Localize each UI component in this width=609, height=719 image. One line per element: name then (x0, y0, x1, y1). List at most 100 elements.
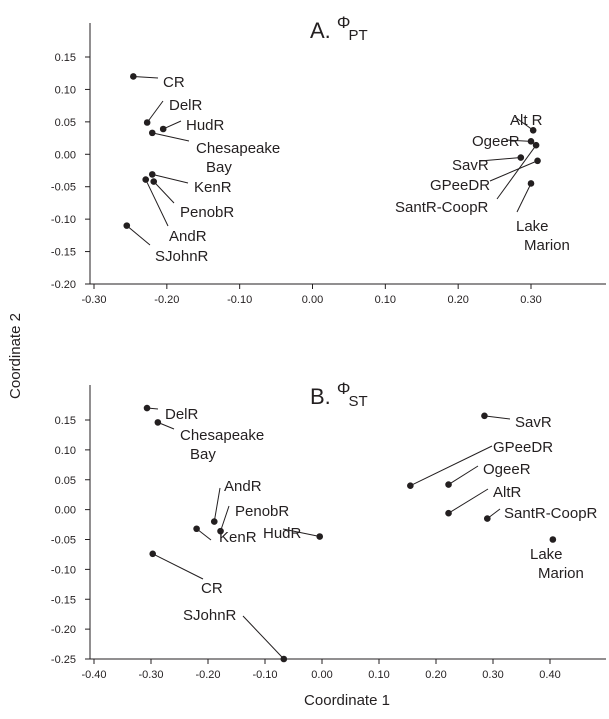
x-tick-label: 0.00 (302, 294, 323, 306)
leader-line (496, 144, 537, 200)
y-tick-label: -0.20 (51, 279, 76, 291)
y-tick-label: 0.15 (55, 52, 76, 64)
leader-line (145, 179, 169, 227)
y-tick-label: -0.15 (51, 247, 76, 259)
point-label: OgeeR (472, 133, 520, 150)
x-tick-label: 0.10 (368, 669, 389, 681)
leader-line (242, 615, 285, 660)
leader-line (152, 553, 204, 580)
leader-line (133, 75, 159, 79)
x-tick-label: 0.10 (375, 294, 396, 306)
y-tick-label: -0.15 (51, 594, 76, 606)
data-point (148, 171, 156, 178)
data-point (130, 73, 137, 80)
data-point (148, 129, 156, 137)
data-point (549, 536, 557, 543)
point-label: DelR (165, 406, 199, 423)
point-label: KenR (194, 179, 232, 196)
point-label: SJohnR (183, 607, 237, 624)
point-label: SantR-CoopR (395, 199, 489, 216)
y-tick-label: -0.20 (51, 624, 76, 636)
x-tick-label: 0.00 (311, 669, 332, 681)
leader-line (479, 157, 521, 162)
data-point (159, 125, 167, 133)
leader-line (126, 225, 151, 246)
point-label: SJohnR (155, 248, 209, 265)
data-point (143, 404, 151, 412)
point-label: Chesapeake Bay (196, 140, 280, 176)
leader-line (514, 116, 534, 131)
data-point (154, 419, 162, 426)
x-tick-label: -0.10 (227, 294, 252, 306)
y-tick-label: 0.05 (55, 475, 76, 487)
data-point (527, 138, 535, 145)
data-point (143, 119, 151, 126)
leader-line (282, 528, 320, 538)
panel-b: 0.15 0.10 0.05 0.00 -0.05 -0.10 -0.15 -0.20 -0.2… (51, 379, 606, 681)
y-tick-label: 0.10 (55, 445, 76, 457)
data-point (529, 126, 537, 134)
leader-line (448, 465, 479, 485)
data-point (527, 180, 535, 187)
point-label: SavR (452, 157, 489, 174)
point-label: Alt R (510, 112, 543, 129)
y-tick-label: 0.15 (55, 415, 76, 427)
x-tick-label: -0.30 (81, 294, 106, 306)
x-tick-label: 0.20 (447, 294, 468, 306)
x-tick-label: -0.20 (195, 669, 220, 681)
point-label: HudR (186, 117, 225, 134)
data-point (149, 550, 157, 558)
y-tick-label: -0.05 (51, 182, 76, 194)
x-tick-label: -0.30 (138, 669, 163, 681)
leader-line (146, 100, 164, 123)
point-label: KenR (219, 529, 257, 546)
point-label: GPeeDR (493, 439, 553, 456)
leader-line (410, 445, 493, 487)
point-label: Lake Marion (530, 546, 584, 582)
data-point (481, 412, 488, 420)
panel-title: A. Φ PT (310, 13, 368, 44)
x-tick-label: 0.40 (539, 669, 560, 681)
point-label: CR (163, 74, 185, 91)
leader-line (213, 487, 221, 522)
data-point (193, 525, 200, 533)
data-point (534, 157, 541, 165)
x-tick-label: -0.10 (252, 669, 277, 681)
x-tick-label: 0.30 (520, 294, 541, 306)
y-tick-label: -0.10 (51, 564, 76, 576)
data-point (280, 655, 288, 663)
y-tick-label: 0.00 (55, 149, 76, 161)
leader-line (448, 488, 489, 514)
point-label: DelR (169, 97, 203, 114)
point-label: SavR (515, 414, 552, 431)
y-tick-label: 0.10 (55, 84, 76, 96)
leader-line (489, 160, 538, 182)
y-tick-label: 0.05 (55, 117, 76, 129)
data-point (407, 482, 414, 490)
point-label: SantR-CoopR (504, 505, 598, 522)
data-point (445, 509, 452, 517)
data-point (517, 154, 525, 161)
point-label: CR (201, 580, 223, 597)
x-tick-label: 0.20 (425, 669, 446, 681)
leader-line (152, 132, 190, 142)
leader-line (516, 183, 532, 213)
point-label: AndR (224, 478, 262, 495)
y-axis-title: Coordinate 2 (7, 313, 24, 399)
data-point (316, 533, 324, 540)
data-point (217, 527, 224, 535)
panel-title: B. Φ ST (310, 379, 368, 410)
x-axis-title: Coordinate 1 (304, 692, 390, 709)
leader-line (220, 505, 230, 532)
point-label: AndR (169, 228, 207, 245)
leader-line (484, 415, 511, 420)
leader-line (152, 173, 189, 184)
point-label: HudR (263, 525, 302, 542)
y-tick-label: 0.00 (55, 505, 76, 517)
data-point (150, 178, 158, 185)
data-point (210, 518, 218, 525)
data-point (445, 481, 452, 488)
x-tick-label: 0.30 (482, 669, 503, 681)
point-label: Chesapeake Bay (180, 427, 264, 463)
